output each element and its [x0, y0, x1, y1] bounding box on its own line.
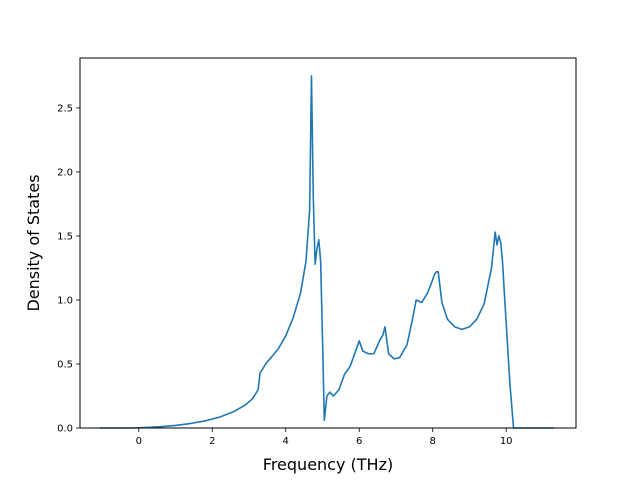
y-tick-label: 1.5 — [57, 231, 73, 242]
dos-series-line — [100, 75, 554, 429]
axes-frame — [79, 57, 577, 429]
x-tick-label: 2 — [209, 436, 215, 447]
plot-area: 0 2 4 6 8 10 0.0 0.5 1.0 1.5 2.0 2.5 — [57, 57, 577, 447]
y-tick-label: 2.0 — [57, 167, 73, 178]
y-tick-label: 0.5 — [57, 359, 73, 370]
y-axis-ticks: 0.0 0.5 1.0 1.5 2.0 2.5 — [57, 103, 80, 435]
series-layer — [100, 75, 554, 429]
x-tick-label: 0 — [136, 436, 142, 447]
y-tick-label: 2.5 — [57, 103, 73, 114]
y-tick-label: 0.0 — [57, 424, 73, 435]
x-axis-label: Frequency (THz) — [263, 455, 393, 474]
x-tick-label: 10 — [500, 436, 513, 447]
y-axis-label: Density of States — [24, 174, 43, 311]
y-tick-label: 1.0 — [57, 295, 73, 306]
x-axis-ticks: 0 2 4 6 8 10 — [136, 428, 513, 447]
x-tick-label: 6 — [356, 436, 362, 447]
x-tick-label: 8 — [430, 436, 436, 447]
x-tick-label: 4 — [283, 436, 289, 447]
